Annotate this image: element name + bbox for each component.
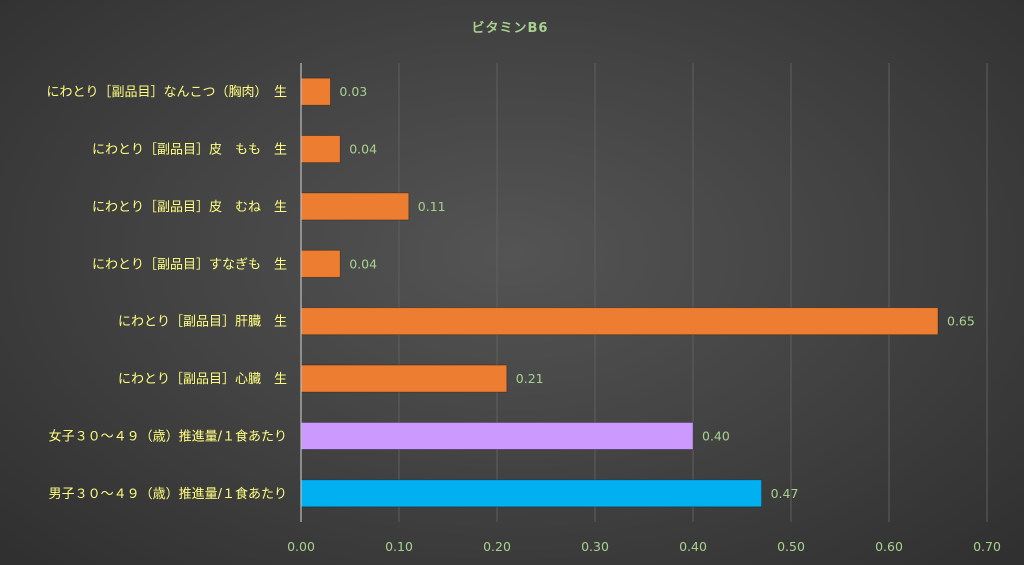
gridlines xyxy=(398,63,988,522)
x-tick-label: 0.60 xyxy=(875,539,903,554)
data-label: 0.47 xyxy=(771,486,799,501)
bar xyxy=(300,77,331,106)
data-label: 0.11 xyxy=(418,199,446,214)
bar xyxy=(300,192,410,221)
bar xyxy=(300,479,763,508)
chart-title: ビタミンB6 xyxy=(472,20,549,36)
category-label: にわとり［副品目］なんこつ（胸肉） 生 xyxy=(46,85,287,100)
bar xyxy=(300,249,341,278)
bar xyxy=(300,307,939,336)
bar xyxy=(300,364,508,393)
data-label: 0.04 xyxy=(349,256,377,271)
data-label: 0.03 xyxy=(339,84,367,99)
category-label: にわとり［副品目］皮 もも 生 xyxy=(92,143,287,158)
category-label: にわとり［副品目］心臓 生 xyxy=(118,372,287,387)
data-label: 0.40 xyxy=(702,428,730,443)
x-tick-label: 0.40 xyxy=(679,539,707,554)
category-label: 男子３０～４９（歳）推進量/１食あたり xyxy=(49,486,287,502)
x-tick-label: 0.50 xyxy=(777,539,805,554)
category-label: にわとり［副品目］皮 むね 生 xyxy=(92,200,287,215)
category-label: にわとり［副品目］肝臓 生 xyxy=(118,315,287,330)
bars xyxy=(300,77,939,508)
data-label: 0.65 xyxy=(947,314,975,329)
data-label: 0.04 xyxy=(349,142,377,157)
value-labels: 0.03 0.04 0.11 0.04 0.65 0.21 0.40 0.47 xyxy=(339,84,974,501)
data-label: 0.21 xyxy=(516,371,544,386)
x-tick-label: 0.10 xyxy=(385,539,413,554)
category-label: 女子３０～４９（歳）推進量/１食あたり xyxy=(49,428,287,444)
x-tick-label: 0.70 xyxy=(973,539,1001,554)
x-axis-ticks: 0.00 0.10 0.20 0.30 0.40 0.50 0.60 0.70 xyxy=(287,539,1001,554)
bar xyxy=(300,135,341,163)
x-tick-label: 0.20 xyxy=(483,539,511,554)
x-tick-label: 0.30 xyxy=(581,539,609,554)
category-label: にわとり［副品目］すなぎも 生 xyxy=(92,257,287,272)
bar xyxy=(300,422,694,450)
x-tick-label: 0.00 xyxy=(287,539,315,554)
